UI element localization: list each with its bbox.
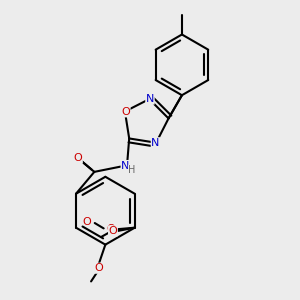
Text: N: N	[121, 160, 130, 170]
Text: O: O	[109, 226, 117, 236]
Text: O: O	[121, 107, 130, 117]
Text: O: O	[94, 263, 103, 273]
Text: H: H	[128, 165, 136, 175]
Text: O: O	[106, 224, 115, 235]
Text: N: N	[151, 138, 160, 148]
Text: N: N	[146, 94, 154, 104]
Text: O: O	[83, 217, 92, 227]
Text: O: O	[74, 153, 82, 163]
